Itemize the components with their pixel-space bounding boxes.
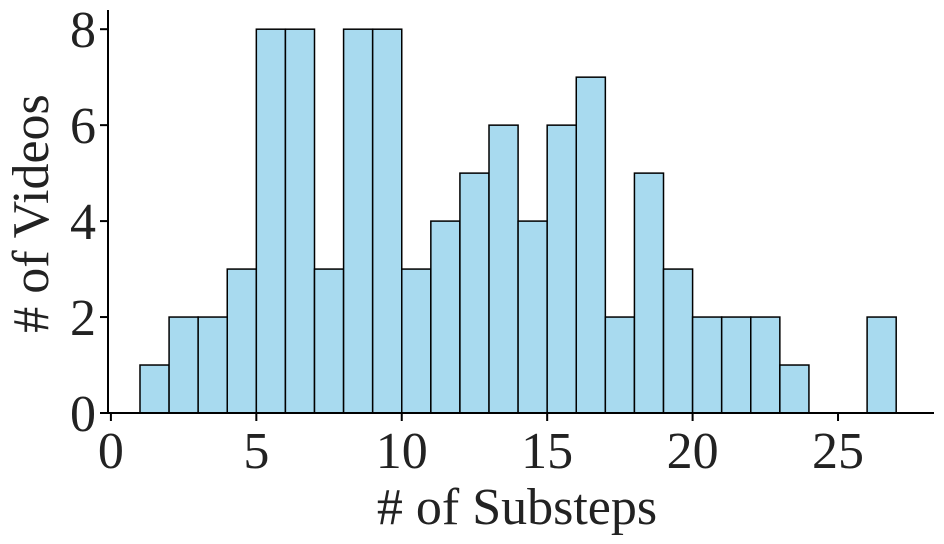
histogram-bar-12-13 — [459, 172, 490, 414]
y-axis-label: # of Videos — [3, 94, 60, 333]
histogram-bar-4-5 — [226, 268, 258, 414]
histogram-bar-1-2 — [139, 364, 170, 414]
histogram-bar-18-19 — [633, 172, 665, 414]
histogram-bar-3-4 — [197, 316, 228, 414]
y-ticks-group: 0 2 4 6 8 — [70, 2, 108, 443]
histogram-bar-7-8 — [313, 268, 345, 414]
histogram-bar-16-17 — [575, 76, 607, 414]
histogram-bar-2-3 — [168, 316, 199, 414]
histogram-bar-15-16 — [546, 124, 578, 414]
bars-group — [139, 28, 897, 414]
x-tick-label-20: 20 — [667, 423, 719, 480]
histogram-bar-20-21 — [691, 316, 723, 414]
x-tick-label-5: 5 — [243, 423, 269, 480]
y-tick-label-2: 2 — [70, 290, 96, 347]
histogram-bar-11-12 — [430, 220, 461, 414]
x-tick-label-10: 10 — [376, 423, 428, 480]
histogram-bar-6-7 — [284, 28, 316, 414]
histogram-bar-26-27 — [866, 316, 897, 414]
y-tick-label-6: 6 — [70, 98, 96, 155]
histogram-bar-21-22 — [720, 316, 752, 414]
x-axis-label: # of Substeps — [377, 479, 657, 536]
y-tick-label-0: 0 — [70, 386, 96, 443]
x-tick-label-15: 15 — [521, 423, 573, 480]
histogram-bar-23-24 — [779, 364, 810, 414]
y-tick-label-8: 8 — [70, 2, 96, 59]
x-tick-label-25: 25 — [812, 423, 864, 480]
histogram-bar-19-20 — [662, 268, 694, 414]
x-ticks-group: 0 5 10 15 20 25 — [98, 413, 864, 480]
histogram-bar-14-15 — [517, 220, 548, 414]
histogram-bar-17-18 — [604, 316, 636, 414]
histogram-bar-13-14 — [488, 124, 519, 414]
x-tick-label-0: 0 — [98, 423, 124, 480]
histogram-bar-9-10 — [371, 28, 403, 414]
y-tick-label-4: 4 — [70, 194, 96, 251]
histogram-bar-22-23 — [750, 316, 781, 414]
histogram-bar-10-11 — [401, 268, 432, 414]
histogram-bar-5-6 — [255, 28, 287, 414]
histogram-bar-8-9 — [342, 28, 374, 414]
